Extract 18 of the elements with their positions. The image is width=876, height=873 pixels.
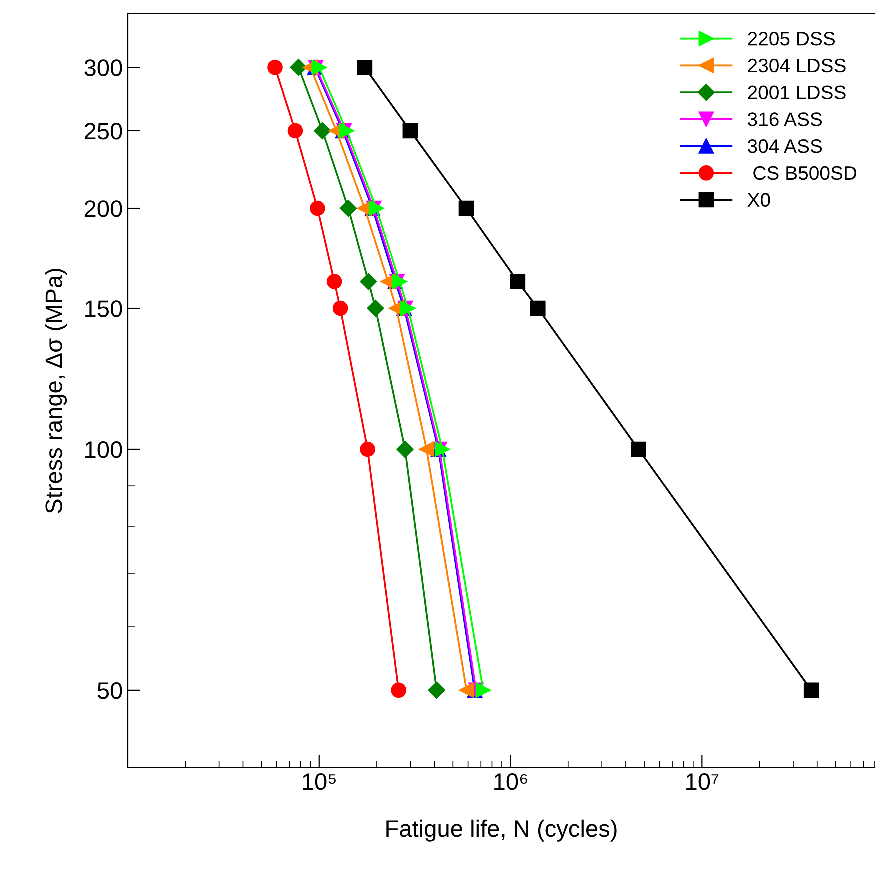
legend-label: 304 ASS <box>748 140 822 154</box>
x-axis-title: Fatigue life, N (cycles) <box>386 820 617 842</box>
x-tick-label: 10⁷ <box>686 773 719 790</box>
y-axis-title: Stress range, Δσ (MPa) <box>45 269 68 514</box>
y-tick-label: 100 <box>86 442 122 458</box>
y-tick-label: 200 <box>84 200 122 218</box>
legend-label: 2205 DSS <box>748 32 836 46</box>
y-tick-label: 250 <box>84 123 122 140</box>
legend-label: 316 ASS <box>748 112 822 126</box>
y-tick-label: 300 <box>84 60 122 76</box>
legend-label: X0 <box>748 193 770 208</box>
legend-label: CS B500SD <box>754 166 857 180</box>
x-tick-label: 10⁵ <box>303 773 336 790</box>
y-tick-label: 150 <box>86 300 122 318</box>
y-tick-label: 50 <box>98 682 122 700</box>
legend-label: 2001 LDSS <box>748 86 846 100</box>
legend-label: 2304 LDSS <box>748 58 846 73</box>
x-tick-label: 10⁶ <box>494 773 528 790</box>
